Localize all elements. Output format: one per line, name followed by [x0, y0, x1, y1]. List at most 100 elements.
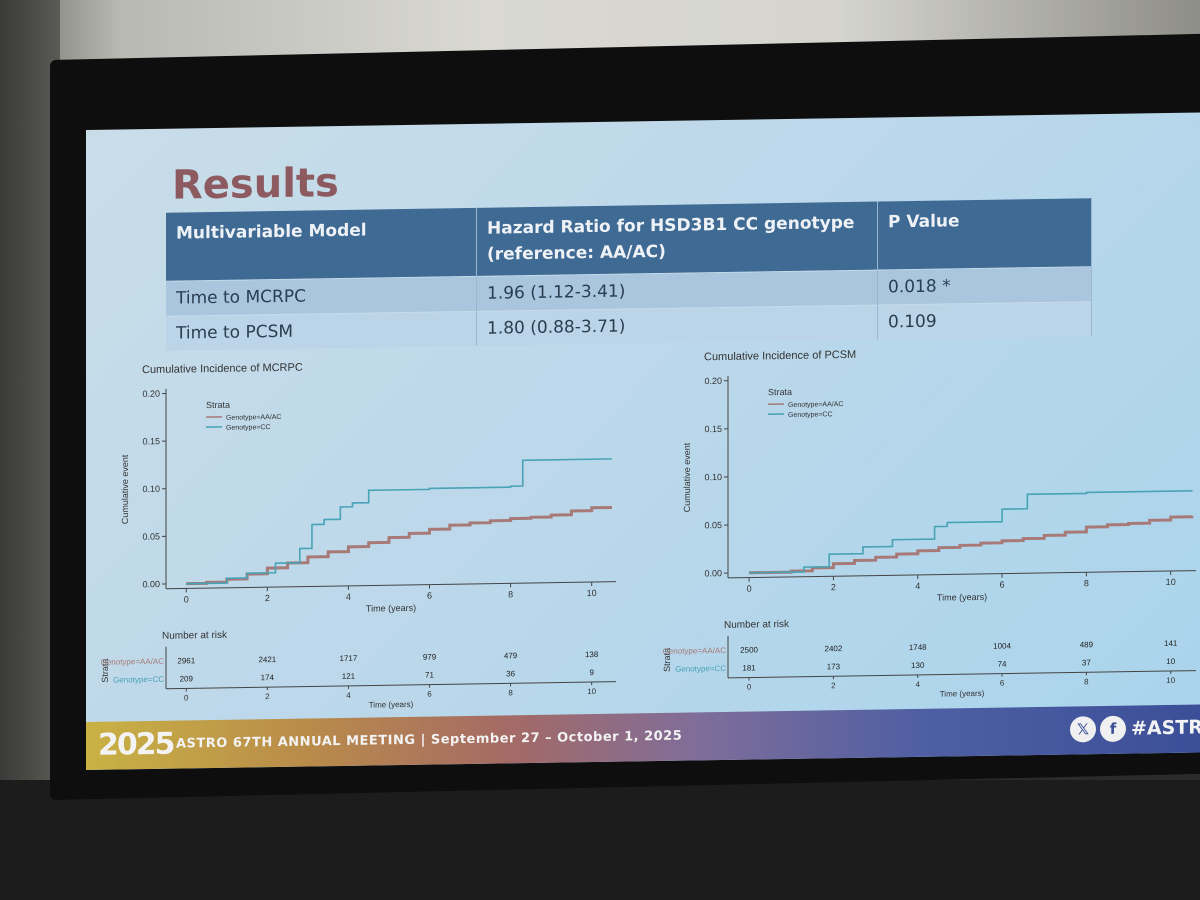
legend-label: Genotype=AA/AC — [226, 414, 281, 422]
risk-table-cell: 71 — [425, 671, 434, 680]
series-line-cc — [186, 458, 612, 585]
legend-label: Genotype=CC — [788, 411, 833, 419]
risk-table-row-label: Genotype=AA/AC — [663, 646, 727, 656]
x-tick-label: 4 — [915, 581, 920, 591]
legend-label: Genotype=AA/AC — [788, 401, 843, 409]
y-tick-label: 0.20 — [704, 376, 722, 386]
x-tick-label: 2 — [831, 582, 836, 592]
x-tick-label: 0 — [184, 594, 189, 604]
risk-table-cell: 130 — [911, 661, 925, 670]
x-tick-label: 0 — [747, 584, 752, 594]
risk-table-cell: 74 — [998, 660, 1007, 669]
risk-table-strata-label: Strata — [100, 659, 110, 683]
risk-table-x-tick-label: 0 — [184, 693, 189, 702]
risk-table-cell: 2421 — [258, 655, 276, 664]
x-tick-label: 2 — [265, 593, 270, 603]
risk-table-cell: 10 — [1166, 657, 1175, 666]
x-tick-label: 8 — [1084, 578, 1089, 588]
risk-table-cell: 37 — [1082, 658, 1091, 667]
table-cell: Time to PCSM — [166, 311, 477, 351]
risk-table-row-label: Genotype=AA/AC — [101, 657, 165, 667]
risk-table-title: Number at risk — [162, 630, 228, 642]
table-cell: 0.018 * — [877, 266, 1092, 306]
presentation-slide: Results Multivariable Model Hazard Ratio… — [86, 112, 1200, 771]
astro-2025-logo: 2025 — [98, 726, 174, 763]
table-cell: 0.109 — [877, 301, 1092, 340]
y-tick-label: 0.05 — [704, 520, 722, 530]
y-axis-title: Cumulative event — [120, 454, 130, 524]
x-tick-label: 10 — [587, 588, 597, 598]
risk-table-cell: 979 — [423, 652, 437, 661]
meeting-banner-text: ASTRO 67TH ANNUAL MEETING | September 27… — [176, 728, 683, 752]
risk-table-cell: 1717 — [340, 654, 358, 663]
risk-table-x-tick-label: 2 — [265, 692, 270, 701]
series-line-aa-ac — [186, 505, 612, 586]
risk-table-x-axis — [166, 681, 616, 690]
table-header-cell: Multivariable Model — [166, 207, 477, 282]
legend-label: Genotype=CC — [226, 424, 271, 432]
x-tick-label: 10 — [1166, 577, 1176, 587]
mcrpc-incidence-chart: Cumulative Incidence of MCRPC 0.00 0.05 0.1… — [100, 362, 616, 710]
y-tick-label: 0.10 — [704, 472, 722, 482]
risk-table-cell: 2402 — [825, 644, 843, 653]
room-floor — [0, 780, 1200, 900]
chart-title: Cumulative Incidence of MCRPC — [142, 362, 303, 377]
risk-table-x-tick-label: 6 — [427, 690, 432, 699]
risk-table-cell: 479 — [504, 651, 518, 660]
legend-title: Strata — [206, 400, 230, 410]
risk-table-cell: 174 — [261, 673, 275, 682]
hashtag-text: #ASTRO — [1131, 716, 1200, 740]
risk-table-x-axis — [728, 670, 1196, 679]
risk-table-title: Number at risk — [724, 619, 790, 631]
risk-table-x-tick-label: 6 — [1000, 679, 1005, 688]
risk-table-x-tick-label: 8 — [508, 688, 513, 697]
risk-table-cell: 141 — [1164, 639, 1178, 648]
risk-table-cell: 2961 — [177, 656, 195, 665]
risk-table-strata-label: Strata — [662, 648, 672, 672]
risk-table-cell: 1748 — [909, 643, 927, 652]
table-header-cell: Hazard Ratio for HSD3B1 CC genotype (ref… — [476, 201, 878, 277]
risk-table-x-tick-label: 10 — [587, 687, 596, 696]
results-table: Multivariable Model Hazard Ratio for HSD… — [166, 198, 1092, 351]
table-cell: 1.80 (0.88-3.71) — [476, 305, 878, 346]
y-tick-label: 0.05 — [142, 531, 160, 541]
y-axis-title: Cumulative event — [682, 442, 692, 512]
risk-table-cell: 173 — [827, 662, 841, 671]
risk-table-x-tick-label: 0 — [747, 683, 752, 692]
x-axis-line — [728, 570, 1196, 579]
risk-table-row-label: Genotype=CC — [113, 675, 164, 685]
risk-table-cell: 181 — [742, 663, 756, 672]
x-axis-title: Time (years) — [937, 592, 987, 603]
risk-table-cell: 1004 — [993, 641, 1011, 650]
table-cell: Time to MCRPC — [166, 276, 477, 317]
chart-title: Cumulative Incidence of PCSM — [704, 349, 856, 363]
risk-table-cell: 209 — [180, 674, 194, 683]
facebook-icon: f — [1100, 715, 1126, 743]
y-tick-label: 0.10 — [142, 484, 160, 494]
risk-table-cell: 9 — [589, 668, 594, 677]
x-tick-label: 6 — [427, 591, 432, 601]
y-tick-label: 0.00 — [142, 579, 160, 589]
x-tick-label: 8 — [508, 589, 513, 599]
risk-table-x-tick-label: 10 — [1166, 676, 1175, 685]
x-axis-title: Time (years) — [366, 603, 416, 614]
risk-table-row-label: Genotype=CC — [675, 664, 726, 674]
risk-table-x-tick-label: 8 — [1084, 677, 1089, 686]
risk-table-cell: 489 — [1080, 640, 1094, 649]
risk-table-cell: 121 — [342, 672, 356, 681]
x-axis-line — [166, 581, 616, 590]
y-tick-label: 0.20 — [142, 389, 160, 399]
risk-table-cell: 138 — [585, 650, 599, 659]
series-line-cc — [749, 489, 1193, 574]
pcsm-incidence-chart: Cumulative Incidence of PCSM 0.00 0.05 0.10… — [662, 349, 1196, 699]
y-tick-label: 0.15 — [142, 436, 160, 446]
risk-table-x-title: Time (years) — [369, 700, 414, 710]
risk-table-x-title: Time (years) — [940, 689, 985, 699]
x-tick-label: 4 — [346, 592, 351, 602]
x-icon: 𝕏 — [1070, 716, 1096, 743]
series-line-aa-ac — [749, 515, 1194, 575]
risk-table-cell: 36 — [506, 669, 515, 678]
risk-table-x-tick-label: 4 — [346, 691, 351, 700]
y-tick-label: 0.15 — [704, 424, 722, 434]
risk-table-x-tick-label: 2 — [831, 681, 836, 690]
